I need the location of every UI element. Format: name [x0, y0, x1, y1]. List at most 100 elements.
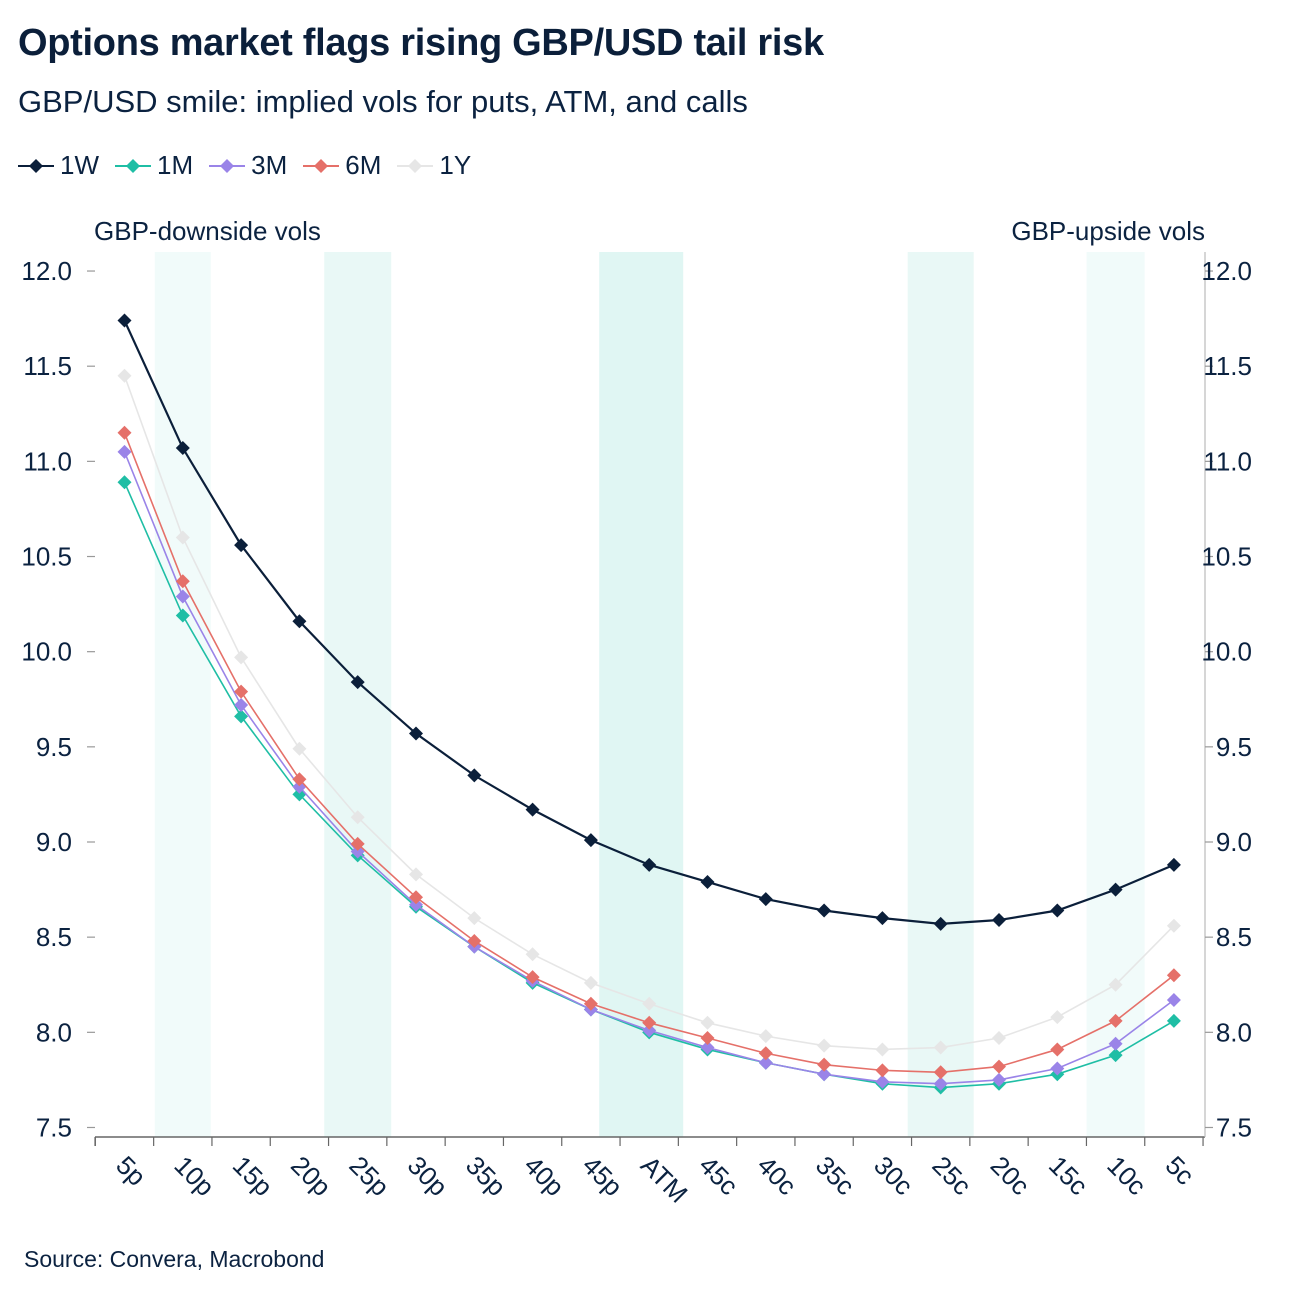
data-point-3M: [933, 1076, 948, 1091]
data-point-3M: [642, 1023, 657, 1038]
data-point-3M: [234, 697, 249, 712]
x-axis: 5p 10p 15p 20p 25p 30p 35p 40p 45p ATM 45c 40c 35c 30…: [94, 1137, 1204, 1209]
y-axis-right: 7.5 8.0 8.5 9.0 9.5 10.0 10.5 11.0 11.5 12.0: [1201, 256, 1252, 1142]
legend-item-1M: 1M: [115, 150, 193, 181]
y-tick-label-left: 8.0: [36, 1017, 72, 1047]
data-point-6M: [525, 970, 540, 985]
data-point-1Y: [292, 741, 307, 756]
data-point-3M: [700, 1040, 715, 1055]
y-tick-label-right: 9.0: [1216, 827, 1252, 857]
x-tick-label: 35p: [460, 1150, 512, 1202]
data-point-1W: [1108, 882, 1123, 897]
legend-swatch-1Y: [397, 158, 434, 173]
smile-chart: GBP-downside vols GBP-upside vols 7.5 8.0…: [21, 216, 1252, 1209]
data-point-1M: [1166, 1013, 1181, 1028]
x-tick-label: 30p: [402, 1150, 454, 1202]
data-point-3M: [1166, 992, 1181, 1007]
y-tick-label-left: 12.0: [21, 256, 72, 286]
data-point-1W: [642, 857, 657, 872]
data-point-6M: [350, 836, 365, 851]
chart-legend: 1W 1M 3M 6M 1Y: [18, 150, 471, 181]
y-tick-label-right: 8.5: [1216, 922, 1252, 952]
data-point-1Y: [758, 1029, 773, 1044]
data-point-1Y: [642, 996, 657, 1011]
y-axis-left: 7.5 8.0 8.5 9.0 9.5 10.0 10.5 11.0 11.5 12.0: [21, 256, 95, 1142]
data-point-3M: [875, 1074, 890, 1089]
data-point-1Y: [1050, 1010, 1065, 1025]
x-tick-label: 5c: [1160, 1150, 1201, 1191]
data-point-6M: [700, 1031, 715, 1046]
y-tick-label-right: 10.5: [1201, 542, 1252, 572]
legend-item-3M: 3M: [209, 150, 287, 181]
legend-marker: [29, 158, 43, 173]
data-point-6M: [1050, 1042, 1065, 1057]
legend-label: 3M: [251, 150, 288, 180]
y-tick-label-right: 10.0: [1201, 637, 1252, 667]
x-tick-label: 35c: [810, 1150, 861, 1201]
data-point-3M: [409, 897, 423, 912]
data-point-1Y: [525, 947, 540, 962]
data-point-1M: [175, 608, 190, 623]
data-point-6M: [409, 890, 423, 905]
series-1W: [117, 313, 1181, 931]
data-point-1Y: [234, 650, 249, 665]
data-point-1Y: [117, 368, 132, 383]
data-point-6M: [875, 1063, 890, 1078]
data-point-6M: [467, 933, 482, 948]
series-3M: [117, 444, 1181, 1091]
legend-marker: [314, 158, 329, 173]
y-tick-label-left: 11.0: [23, 446, 72, 476]
data-point-1W: [992, 913, 1006, 928]
shaded-band-25p: [324, 252, 392, 1137]
legend-swatch-6M: [303, 158, 340, 173]
x-tick-label: 25c: [926, 1150, 977, 1201]
data-point-1Y: [1108, 977, 1123, 992]
source-note: Source: Convera, Macrobond: [24, 1246, 325, 1272]
legend-label: 1M: [157, 150, 194, 180]
data-point-1W: [758, 892, 773, 907]
data-point-1Y: [700, 1015, 715, 1030]
y-tick-label-left: 9.5: [36, 732, 72, 762]
legend-item-6M: 6M: [303, 150, 381, 181]
data-point-1W: [1050, 903, 1065, 918]
data-point-1Y: [583, 975, 598, 990]
data-point-6M: [642, 1015, 657, 1030]
x-tick-label: 45p: [577, 1150, 629, 1202]
axes: [95, 252, 1206, 1138]
x-tick-label: 10c: [1101, 1150, 1152, 1201]
data-point-3M: [1108, 1036, 1123, 1051]
y-tick-label-right: 12.0: [1201, 256, 1252, 286]
legend-marker: [126, 158, 140, 173]
data-point-6M: [234, 684, 249, 699]
data-point-3M: [992, 1072, 1006, 1087]
data-point-3M: [817, 1067, 832, 1082]
legend-label: 1Y: [439, 150, 472, 180]
x-tick-label: 40c: [752, 1150, 803, 1201]
data-point-1W: [117, 313, 132, 328]
data-point-1Y: [350, 810, 365, 825]
data-point-1W: [1166, 857, 1181, 872]
legend-label: 1W: [60, 150, 99, 180]
data-point-1Y: [992, 1031, 1006, 1046]
shaded-band-25c: [907, 252, 974, 1137]
data-point-1Y: [467, 911, 482, 926]
x-tick-label: 30c: [868, 1150, 919, 1201]
data-point-6M: [1166, 968, 1181, 983]
data-point-6M: [583, 996, 598, 1011]
legend-swatch-1M: [115, 158, 151, 173]
y-tick-label-left: 11.5: [23, 351, 72, 381]
x-tick-label: 25p: [343, 1150, 395, 1202]
data-point-1W: [467, 768, 482, 783]
chart-title: Options market flags rising GBP/USD tail…: [18, 22, 824, 64]
data-point-1W: [409, 726, 423, 741]
data-point-1Y: [875, 1042, 890, 1057]
data-point-6M: [933, 1065, 948, 1080]
chart-subtitle: GBP/USD smile: implied vols for puts, AT…: [18, 84, 748, 119]
data-point-6M: [758, 1046, 773, 1061]
data-point-1W: [583, 833, 598, 848]
data-point-3M: [117, 444, 132, 459]
shaded-band-ATM: [599, 252, 684, 1137]
data-point-1W: [234, 538, 249, 553]
y-tick-label-right: 8.0: [1216, 1017, 1252, 1047]
legend-marker: [408, 158, 423, 173]
